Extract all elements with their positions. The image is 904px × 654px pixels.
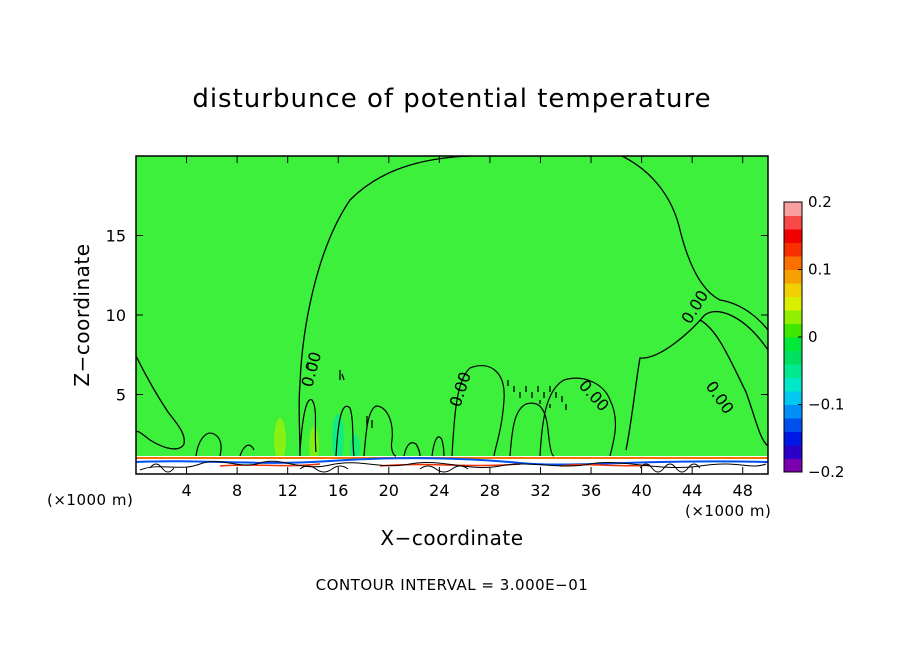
x-tick-label: 32 <box>530 481 550 500</box>
warm-plume <box>274 418 286 462</box>
zero-contour-dome <box>298 155 769 457</box>
colorbar-swatch <box>784 445 802 459</box>
plot-area <box>135 155 769 475</box>
colorbar-swatch <box>784 310 802 324</box>
colorbar-swatch <box>784 458 802 473</box>
x-tick-label: 40 <box>631 481 651 500</box>
x-tick-label: 20 <box>379 481 399 500</box>
x-tick-label: 8 <box>232 481 242 500</box>
x-tick-label: 36 <box>581 481 601 500</box>
x-tick-label: 4 <box>181 481 191 500</box>
dash-contours <box>307 362 567 428</box>
colorbar-swatch <box>784 242 802 257</box>
x-tick-label: 16 <box>328 481 348 500</box>
colorbar-tick-label: −0.1 <box>808 396 844 414</box>
x-tick-label: 48 <box>733 481 753 500</box>
y-tick-label: 15 <box>106 227 126 246</box>
y-axis: 5 10 15 <box>106 227 768 405</box>
contour-interval-note: CONTOUR INTERVAL = 3.000E−01 <box>315 576 589 594</box>
zero-contour-inner <box>625 310 769 451</box>
z-unit-label-right: (×1000 m) <box>685 502 772 520</box>
colorbar: 0.2 0.1 0 −0.1 −0.2 <box>783 193 844 481</box>
cool-plume <box>332 414 344 462</box>
colorbar-swatch <box>784 202 802 216</box>
colorbar-tick-label: 0 <box>808 328 818 346</box>
colorbar-swatch <box>784 377 802 392</box>
chart-title: disturbunce of potential temperature <box>192 84 712 114</box>
colorbar-swatch <box>784 283 802 297</box>
y-tick-label: 5 <box>116 386 126 405</box>
colorbar-tick-label: 0.2 <box>808 193 832 211</box>
colorbar-swatch <box>784 229 802 243</box>
colorbar-swatch <box>784 364 802 378</box>
x-axis: 4 8 12 16 20 24 28 32 36 40 44 48 <box>181 156 753 500</box>
colorbar-swatch <box>784 391 802 405</box>
zero-contour-right <box>699 319 769 447</box>
colorbar-swatch <box>784 418 802 432</box>
colorbar-swatch <box>784 296 802 311</box>
x-tick-label: 24 <box>429 481 449 500</box>
colorbar-swatch <box>784 350 802 365</box>
colorbar-swatch <box>784 404 802 419</box>
x-tick-label: 28 <box>480 481 500 500</box>
colorbar-swatch <box>784 256 802 270</box>
warm-plume <box>309 427 319 463</box>
x-unit-label-left: (×1000 m) <box>47 491 134 509</box>
colorbar-swatch <box>784 337 802 351</box>
x-tick-label: 12 <box>278 481 298 500</box>
y-tick-label: 10 <box>106 306 126 325</box>
colorbar-swatch <box>784 431 802 446</box>
colorbar-swatch <box>784 215 802 230</box>
zero-contour-left <box>135 355 185 450</box>
colorbar-tick-label: −0.2 <box>808 463 844 481</box>
surface-contours <box>139 460 767 471</box>
colorbar-swatch <box>784 269 802 284</box>
small-contours <box>195 364 617 457</box>
x-tick-label: 44 <box>682 481 702 500</box>
surface-contours-2 <box>149 463 701 473</box>
colorbar-swatch <box>784 323 802 338</box>
y-axis-label: Z−coordinate <box>70 243 94 387</box>
colorbar-tick-label: 0.1 <box>808 261 832 279</box>
x-axis-label: X−coordinate <box>380 526 524 550</box>
plot-background <box>136 156 768 474</box>
